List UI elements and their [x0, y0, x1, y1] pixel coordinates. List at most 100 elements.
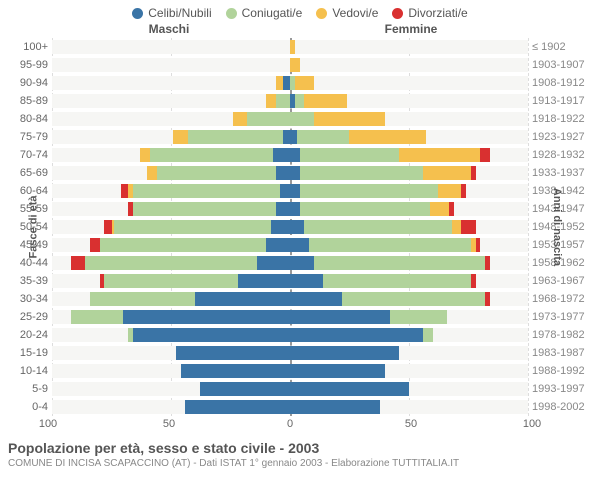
x-tick-label: 50: [163, 418, 175, 430]
bar-segment: [449, 202, 454, 216]
age-label: 35-39: [0, 275, 52, 287]
bar-segment: [461, 184, 466, 198]
bar-segment: [181, 364, 290, 378]
female-bar: [290, 400, 528, 414]
bar-segment: [147, 166, 157, 180]
female-bar: [290, 220, 528, 234]
male-header: Maschi: [48, 22, 290, 36]
male-bar: [52, 364, 290, 378]
legend: Celibi/NubiliConiugati/eVedovi/eDivorzia…: [0, 0, 600, 22]
pyramid-row: 85-891913-1917: [0, 92, 600, 110]
pyramid-row: 15-191983-1987: [0, 344, 600, 362]
bar-segment: [104, 274, 237, 288]
female-bar: [290, 364, 528, 378]
legend-label: Celibi/Nubili: [148, 6, 211, 20]
female-bar: [290, 94, 528, 108]
age-label: 95-99: [0, 59, 52, 71]
bar-segment: [257, 256, 290, 270]
male-bar: [52, 184, 290, 198]
age-label: 70-74: [0, 149, 52, 161]
bar-segment: [140, 148, 150, 162]
chart-footer: Popolazione per età, sesso e stato civil…: [0, 432, 600, 469]
birth-year-label: 1938-1942: [528, 185, 600, 197]
bar-segment: [485, 292, 490, 306]
bar-segment: [438, 184, 462, 198]
bar-segment: [300, 184, 438, 198]
bar-segment: [133, 184, 281, 198]
column-headers: Maschi Femmine: [0, 22, 600, 36]
birth-year-label: 1963-1967: [528, 275, 600, 287]
pyramid-row: 25-291973-1977: [0, 308, 600, 326]
male-bar: [52, 238, 290, 252]
legend-item: Celibi/Nubili: [132, 6, 211, 20]
bar-segment: [283, 130, 290, 144]
bar-segment: [290, 310, 390, 324]
bar-segment: [185, 400, 290, 414]
x-tick-label: 0: [287, 418, 293, 430]
female-bar: [290, 130, 528, 144]
bar-segment: [290, 382, 409, 396]
male-bar: [52, 166, 290, 180]
birth-year-label: ≤ 1902: [528, 41, 600, 53]
bar-segment: [71, 256, 85, 270]
female-bar: [290, 40, 528, 54]
male-bar: [52, 130, 290, 144]
female-bar: [290, 112, 528, 126]
y-axis-right-label: Anni di nascita: [551, 188, 563, 266]
female-bar: [290, 346, 528, 360]
birth-year-label: 1923-1927: [528, 131, 600, 143]
pyramid-row: 40-441958-1962: [0, 254, 600, 272]
pyramid-row: 35-39 1963-1967: [0, 272, 600, 290]
pyramid-row: 80-841918-1922: [0, 110, 600, 128]
bar-segment: [266, 238, 290, 252]
female-bar: [290, 184, 528, 198]
bar-segment: [290, 292, 342, 306]
legend-dot-icon: [392, 8, 403, 19]
chart-source: COMUNE DI INCISA SCAPACCINO (AT) - Dati …: [8, 458, 592, 469]
bar-segment: [276, 76, 283, 90]
bar-segment: [314, 112, 385, 126]
pyramid-row: 60-641938-1942: [0, 182, 600, 200]
bar-segment: [295, 94, 305, 108]
pyramid-row: 20-241978-1982: [0, 326, 600, 344]
legend-dot-icon: [132, 8, 143, 19]
pyramid-row: 55-591943-1947: [0, 200, 600, 218]
female-bar: [290, 256, 528, 270]
male-bar: [52, 202, 290, 216]
legend-label: Vedovi/e: [332, 6, 378, 20]
bar-segment: [297, 130, 349, 144]
bar-segment: [273, 148, 290, 162]
legend-item: Coniugati/e: [226, 6, 303, 20]
female-bar: [290, 148, 528, 162]
birth-year-label: 1908-1912: [528, 77, 600, 89]
pyramid-row: 50-541948-1952: [0, 218, 600, 236]
bar-segment: [485, 256, 490, 270]
bar-segment: [290, 274, 323, 288]
bar-segment: [271, 220, 290, 234]
legend-item: Vedovi/e: [316, 6, 378, 20]
female-bar: [290, 76, 528, 90]
male-bar: [52, 274, 290, 288]
age-label: 25-29: [0, 311, 52, 323]
male-bar: [52, 292, 290, 306]
bar-segment: [114, 220, 271, 234]
bar-segment: [290, 202, 300, 216]
age-label: 55-59: [0, 203, 52, 215]
bar-segment: [276, 94, 290, 108]
birth-year-label: 1918-1922: [528, 113, 600, 125]
bar-segment: [90, 238, 100, 252]
bar-segment: [238, 274, 290, 288]
birth-year-label: 1913-1917: [528, 95, 600, 107]
pyramid-row: 0-41998-2002: [0, 398, 600, 416]
bar-segment: [133, 202, 276, 216]
bar-segment: [461, 220, 475, 234]
bar-segment: [90, 292, 195, 306]
bar-segment: [276, 166, 290, 180]
bar-segment: [176, 346, 290, 360]
birth-year-label: 1988-1992: [528, 365, 600, 377]
birth-year-label: 1968-1972: [528, 293, 600, 305]
bar-segment: [150, 148, 274, 162]
bar-segment: [300, 202, 431, 216]
male-bar: [52, 346, 290, 360]
birth-year-label: 1933-1937: [528, 167, 600, 179]
